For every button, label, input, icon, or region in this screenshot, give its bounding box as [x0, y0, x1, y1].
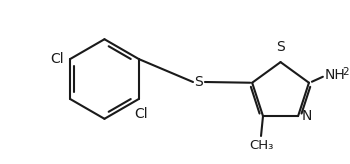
Text: Cl: Cl: [134, 107, 148, 121]
Text: 2: 2: [342, 67, 348, 77]
Text: S: S: [195, 75, 203, 89]
Text: N: N: [302, 109, 313, 123]
Text: Cl: Cl: [50, 52, 64, 66]
Text: S: S: [276, 40, 285, 54]
Text: NH: NH: [325, 68, 345, 82]
Text: CH₃: CH₃: [249, 139, 273, 152]
